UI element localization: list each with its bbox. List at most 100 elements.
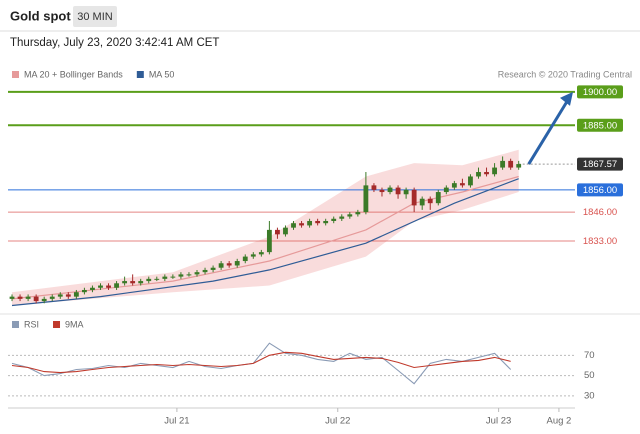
rsi-line: [11, 351, 511, 374]
candle-body: [130, 281, 136, 284]
candle-body: [476, 172, 481, 177]
candle-body: [138, 281, 144, 284]
level-label: 1885.00: [583, 120, 617, 131]
candle-body: [202, 269, 208, 273]
candle-body: [379, 189, 385, 193]
level-label: 1867.57: [583, 159, 617, 170]
y-tick-label: 50: [584, 370, 595, 381]
candle-body: [178, 274, 184, 277]
legend-label: MA 20 + Bollinger Bands: [24, 69, 123, 79]
legend-swatch: [136, 71, 144, 78]
candle-body: [106, 285, 111, 288]
candle-body: [218, 263, 224, 268]
candle-body: [41, 298, 47, 302]
candle-body: [57, 294, 63, 297]
candle-body: [395, 187, 401, 195]
candle-body: [275, 229, 280, 235]
candle-body: [403, 189, 409, 195]
legend-swatch: [12, 321, 19, 328]
title: Gold spot: [10, 8, 71, 23]
candle-body: [98, 285, 103, 288]
candle-body: [194, 272, 200, 275]
candle-body: [291, 223, 296, 228]
candle-body: [339, 216, 345, 219]
credit: Research © 2020 Trading Central: [498, 69, 632, 79]
legend-label: MA 50: [149, 69, 175, 79]
candle-body: [9, 296, 15, 299]
candle-body: [154, 278, 160, 280]
candle-body: [81, 289, 87, 293]
level-box: [577, 157, 623, 171]
candle-body: [65, 294, 71, 297]
candle-body: [234, 261, 240, 266]
candle-body: [73, 292, 79, 297]
legend-swatch: [12, 71, 19, 78]
y-tick-label: 30: [584, 390, 595, 401]
candle-body: [170, 276, 176, 278]
bollinger-band: [12, 149, 519, 306]
candle-body: [516, 164, 522, 168]
candle-body: [484, 172, 489, 175]
candle-body: [363, 185, 369, 213]
candle-body: [435, 192, 441, 204]
candle-body: [411, 189, 417, 206]
candle-body: [283, 227, 288, 235]
candle-body: [33, 296, 39, 302]
y-tick-label: 70: [584, 350, 595, 361]
candle-body: [508, 160, 514, 168]
timeframe-label[interactable]: 30 MIN: [77, 11, 113, 23]
level-label: 1856.00: [583, 185, 617, 196]
level-box: [577, 118, 623, 132]
candle-body: [468, 176, 473, 186]
candle-body: [387, 187, 393, 193]
candle-body: [451, 183, 457, 188]
candle-body: [427, 198, 433, 204]
level-box: [577, 183, 623, 197]
candle-body: [250, 254, 256, 257]
candle-body: [17, 296, 23, 299]
candle-body: [49, 296, 55, 299]
candle-body: [323, 220, 329, 224]
candle-body: [355, 212, 361, 215]
legend-swatch: [53, 321, 61, 328]
candle-body: [162, 276, 168, 279]
candle-body: [25, 296, 31, 299]
level-label: 1846.00: [583, 207, 617, 218]
forecast-arrow: [527, 99, 570, 165]
timestamp: Thursday, July 23, 2020 3:42:41 AM CET: [10, 37, 219, 49]
candle-body: [299, 223, 304, 226]
candle-body: [492, 167, 497, 175]
level-label: 1833.00: [583, 236, 617, 247]
candle-body: [122, 281, 128, 284]
x-tick-label: Jul 22: [325, 416, 350, 427]
candle-body: [258, 252, 264, 255]
legend-label: RSI: [24, 319, 39, 329]
candle-body: [500, 160, 506, 168]
candle-body: [90, 287, 95, 290]
candle-body: [242, 256, 248, 262]
candle-body: [146, 278, 152, 282]
candle-body: [419, 198, 425, 206]
x-tick-label: Jul 21: [164, 416, 189, 427]
candle-body: [371, 185, 377, 190]
candle-body: [307, 220, 313, 226]
candle-body: [186, 274, 192, 276]
candle-body: [443, 187, 449, 193]
level-label: 1900.00: [583, 87, 617, 98]
level-box: [577, 85, 623, 99]
legend-label: 9MA: [65, 319, 84, 329]
x-tick-label: Jul 23: [486, 416, 511, 427]
candle-body: [266, 229, 272, 253]
forecast-arrow-head: [560, 91, 573, 106]
timeframe-button[interactable]: [73, 6, 117, 27]
ma-line: [11, 178, 519, 307]
x-tick-label: Aug 2: [547, 416, 572, 427]
candle-body: [315, 220, 321, 224]
candle-body: [347, 214, 353, 217]
ma-line: [11, 175, 519, 300]
candle-body: [226, 263, 232, 266]
rsi-line: [11, 342, 512, 385]
candle-body: [459, 183, 465, 186]
